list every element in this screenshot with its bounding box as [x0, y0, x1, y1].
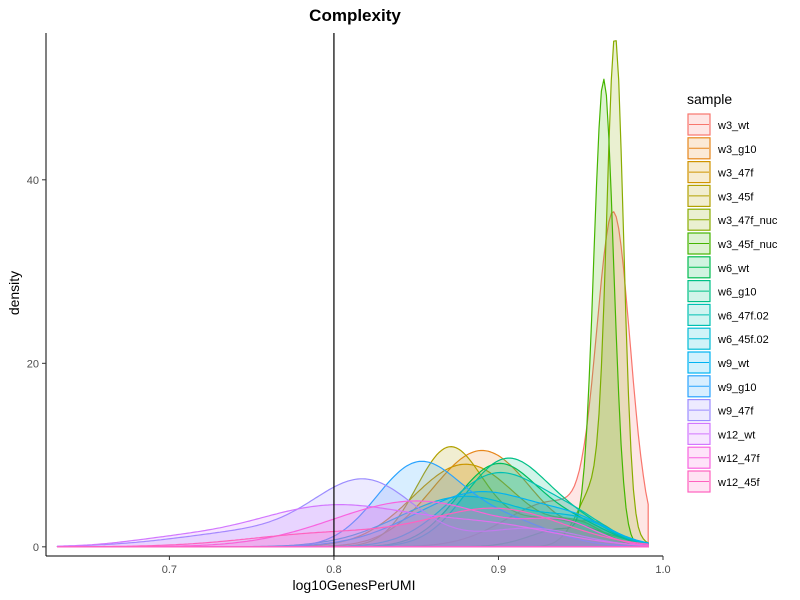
legend-label: w3_wt — [717, 120, 749, 132]
legend-item: w3_45f — [687, 184, 754, 207]
y-axis-title: density — [6, 271, 22, 315]
legend-item: w12_47f — [687, 446, 761, 469]
legend-item: w6_47f.02 — [687, 303, 769, 326]
y-axis-ticks: 0 20 40 — [27, 175, 46, 554]
density-curve-w12-wt — [56, 504, 649, 548]
legend-label: w6_47f.02 — [717, 310, 769, 322]
legend-label: w6_wt — [717, 263, 749, 275]
chart-title: Complexity — [309, 6, 401, 25]
legend-label: w6_g10 — [717, 287, 757, 299]
density-curve-w3-47f-nuc — [56, 40, 649, 548]
x-axis-ticks: 0.7 0.8 0.9 1.0 — [162, 556, 671, 576]
y-tick-label: 20 — [27, 358, 39, 370]
legend-item: w9_wt — [687, 351, 749, 374]
legend-label: w12_45f — [717, 477, 761, 489]
legend-item: w6_wt — [687, 256, 749, 279]
x-tick-label: 0.9 — [491, 564, 506, 576]
density-curve-w12-45f — [56, 507, 649, 548]
plot-area: 0.7 0.8 0.9 1.0 0 20 40 — [27, 33, 671, 576]
legend-item: w6_45f.02 — [687, 327, 769, 350]
x-axis-title: log10GenesPerUMI — [293, 577, 416, 593]
legend-label: w3_45f — [717, 191, 754, 203]
legend-title: sample — [687, 91, 732, 107]
legend-item: w3_45f_nuc — [687, 232, 778, 255]
legend-items: w3_wt w3_g10 w3_47f w3_45f w3_47f_nuc w3_45f_… — [687, 113, 778, 493]
density-curve-w3-45f-nuc — [56, 78, 649, 548]
legend-item: w3_47f — [687, 161, 754, 184]
legend-item: w3_47f_nuc — [687, 208, 778, 231]
legend-item: w12_wt — [687, 422, 755, 445]
legend-label: w9_wt — [717, 358, 749, 370]
legend-item: w6_g10 — [687, 280, 757, 303]
legend-label: w3_47f_nuc — [717, 215, 778, 227]
legend-label: w9_47f — [717, 406, 754, 418]
legend-item: w3_g10 — [687, 137, 757, 160]
legend-label: w6_45f.02 — [717, 334, 769, 346]
legend-item: w3_wt — [687, 113, 749, 136]
legend-label: w12_47f — [717, 453, 761, 465]
legend-item: w9_g10 — [687, 375, 757, 398]
legend-label: w3_47f — [717, 168, 754, 180]
x-tick-label: 0.7 — [162, 564, 177, 576]
legend-label: w3_45f_nuc — [717, 239, 778, 251]
legend-item: w12_45f — [687, 470, 761, 493]
legend-item: w9_47f — [687, 399, 754, 422]
legend-label: w3_g10 — [717, 144, 757, 156]
y-tick-label: 40 — [27, 175, 39, 187]
x-tick-label: 1.0 — [655, 564, 670, 576]
y-tick-label: 0 — [33, 542, 39, 554]
legend-label: w12_wt — [717, 429, 755, 441]
legend: sample w3_wt w3_g10 w3_47f w3_45f w3_47f_nuc… — [687, 91, 778, 493]
density-series-layer — [56, 40, 649, 548]
legend-label: w9_g10 — [717, 382, 757, 394]
x-tick-label: 0.8 — [326, 564, 341, 576]
